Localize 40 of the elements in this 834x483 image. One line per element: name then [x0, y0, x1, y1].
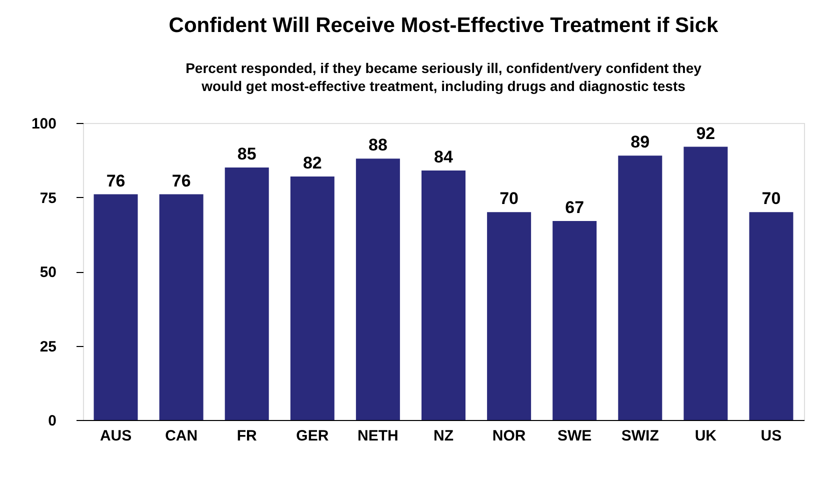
- y-tick-label: 25: [40, 338, 56, 356]
- bar: [487, 212, 532, 420]
- data-label: 85: [237, 144, 256, 164]
- x-tick-label: NETH: [358, 428, 398, 444]
- bar: [422, 170, 466, 420]
- bar: [552, 221, 597, 420]
- data-label: 67: [565, 198, 584, 218]
- bar: [94, 194, 138, 420]
- bar: [356, 158, 400, 420]
- data-label: 92: [696, 124, 716, 143]
- x-tick-label: SWE: [558, 428, 592, 444]
- y-tick-label: 100: [31, 116, 56, 132]
- data-label: 88: [368, 136, 388, 155]
- x-tick-label: AUS: [100, 428, 132, 444]
- data-label: 70: [762, 189, 781, 208]
- x-tick-label: NZ: [434, 428, 454, 444]
- chart-subtitle: Percent responded, if they became seriously ill, confident/very confident they would get most-effective treatment, including drugs and diagnostic tests: [186, 60, 702, 94]
- data-label: 89: [630, 132, 650, 152]
- x-tick-label: SWIZ: [621, 428, 659, 444]
- bar: [159, 194, 204, 420]
- data-label: 76: [106, 171, 126, 190]
- chart-title: Confident Will Receive Most-Effective Treatment if Sick: [168, 14, 719, 37]
- bar: [290, 176, 334, 420]
- bar: [684, 146, 728, 420]
- x-tick-label: NOR: [492, 428, 526, 444]
- bar: [749, 212, 794, 420]
- data-label: 76: [172, 171, 191, 190]
- x-tick-label: US: [760, 428, 782, 444]
- bar: [618, 156, 662, 420]
- data-label: 70: [500, 189, 519, 208]
- y-tick-label: 75: [40, 190, 56, 207]
- x-tick-label: GER: [296, 428, 329, 444]
- y-tick-label: 0: [48, 412, 56, 430]
- x-tick-label: UK: [694, 428, 717, 444]
- data-label: 82: [302, 153, 322, 172]
- data-label: 84: [434, 148, 454, 167]
- bar: [224, 168, 269, 420]
- y-tick-label: 50: [40, 264, 56, 281]
- x-tick-label: FR: [236, 428, 258, 444]
- x-tick-label: CAN: [165, 428, 198, 444]
